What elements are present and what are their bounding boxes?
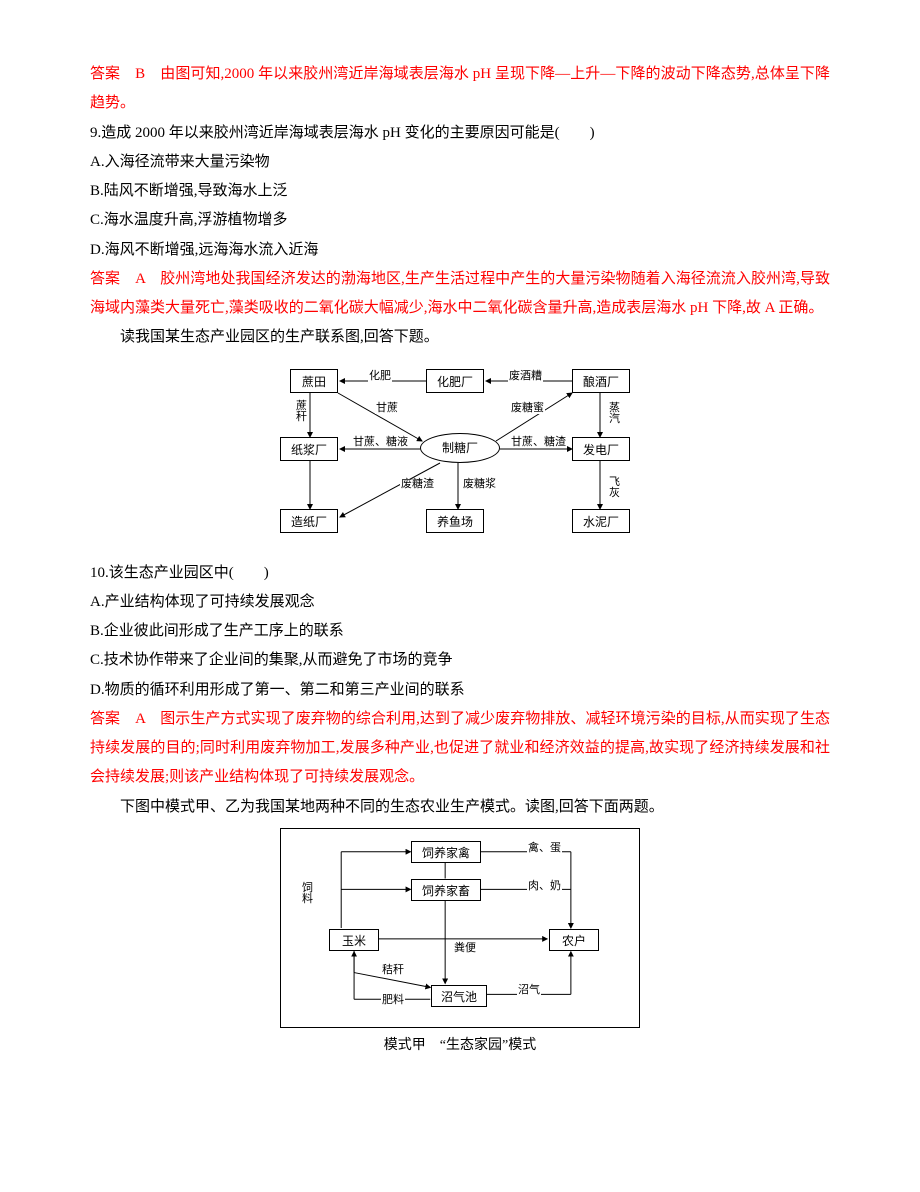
industrial-park-flowchart: 蔗田 化肥厂 酿酒厂纸浆厂 制糖厂 发电厂造纸厂 养鱼场 水泥厂 化肥 废酒糟甘蔗 废糖蜜 蔗 秆甘… [240,359,680,549]
q9-stem: 9.造成 2000 年以来胶州湾近岸海域表层海水 pH 变化的主要原因可能是( … [90,119,830,148]
node-power_plant: 发电厂 [572,437,630,461]
node-household: 农户 [549,929,599,951]
edge-label: 饲 料 [301,883,314,905]
q9-optC: C.海水温度升高,浮游植物增多 [90,206,830,235]
edge-label: 废酒糟 [508,371,543,382]
edge-label: 禽、蛋 [527,843,562,854]
edge-label: 废糖浆 [462,479,497,490]
edge-label: 废糖蜜 [510,403,545,414]
edge-label: 肉、奶 [527,881,562,892]
edge-label: 飞 灰 [608,477,621,499]
q10-optA: A.产业结构体现了可持续发展观念 [90,588,830,617]
q10-optC: C.技术协作带来了企业间的集聚,从而避免了市场的竞争 [90,646,830,675]
edge-label: 废糖渣 [400,479,435,490]
node-biogas: 沼气池 [431,985,487,1007]
q9-optA: A.入海径流带来大量污染物 [90,148,830,177]
node-poultry: 饲养家禽 [411,841,481,863]
edge-label: 甘蔗、糖渣 [510,437,567,448]
node-cement_plant: 水泥厂 [572,509,630,533]
edge-label: 蔗 秆 [295,401,308,423]
node-fish_farm: 养鱼场 [426,509,484,533]
edge-label: 秸秆 [381,965,405,976]
node-paper_plant: 造纸厂 [280,509,338,533]
eco-home-flowchart: 饲养家禽饲养家畜玉米 农户沼气池 禽、蛋肉、奶 饲 料粪便秸秆肥料 沼气 [280,828,640,1028]
diagram2-caption: 模式甲 “生态家园”模式 [280,1032,640,1059]
node-livestock: 饲养家畜 [411,879,481,901]
diagram1-wrap: 蔗田 化肥厂 酿酒厂纸浆厂 制糖厂 发电厂造纸厂 养鱼场 水泥厂 化肥 废酒糟甘蔗 废糖蜜 蔗 秆甘… [90,359,830,549]
node-fert_plant: 化肥厂 [426,369,484,393]
edge-label: 粪便 [453,943,477,954]
edge-label: 蒸 汽 [608,403,621,425]
edge-label: 沼气 [517,985,541,996]
edge-label: 甘蔗 [375,403,399,414]
edge-label: 肥料 [381,995,405,1006]
q9-optD: D.海风不断增强,远海海水流入近海 [90,236,830,265]
edge-label: 化肥 [368,371,392,382]
node-pulp_plant: 纸浆厂 [280,437,338,461]
q10-optD: D.物质的循环利用形成了第一、第二和第三产业间的联系 [90,676,830,705]
diagram1-intro: 读我国某生态产业园区的生产联系图,回答下题。 [90,323,830,352]
node-cane_field: 蔗田 [290,369,338,393]
answer-9: 答案 A 胶州湾地处我国经济发达的渤海地区,生产生活过程中产生的大量污染物随着入… [90,265,830,324]
node-sugar_plant: 制糖厂 [420,433,500,463]
diagram2-intro: 下图中模式甲、乙为我国某地两种不同的生态农业生产模式。读图,回答下面两题。 [90,793,830,822]
node-corn: 玉米 [329,929,379,951]
q10-stem: 10.该生态产业园区中( ) [90,559,830,588]
q10-optB: B.企业彼此间形成了生产工序上的联系 [90,617,830,646]
answer-8: 答案 B 由图可知,2000 年以来胶州湾近岸海域表层海水 pH 呈现下降—上升… [90,60,830,119]
node-winery: 酿酒厂 [572,369,630,393]
edge-label: 甘蔗、糖液 [352,437,409,448]
q9-optB: B.陆风不断增强,导致海水上泛 [90,177,830,206]
answer-10: 答案 A 图示生产方式实现了废弃物的综合利用,达到了减少废弃物排放、减轻环境污染… [90,705,830,793]
diagram2-wrap: 饲养家禽饲养家畜玉米 农户沼气池 禽、蛋肉、奶 饲 料粪便秸秆肥料 沼气 模式甲 “生态… [90,828,830,1059]
